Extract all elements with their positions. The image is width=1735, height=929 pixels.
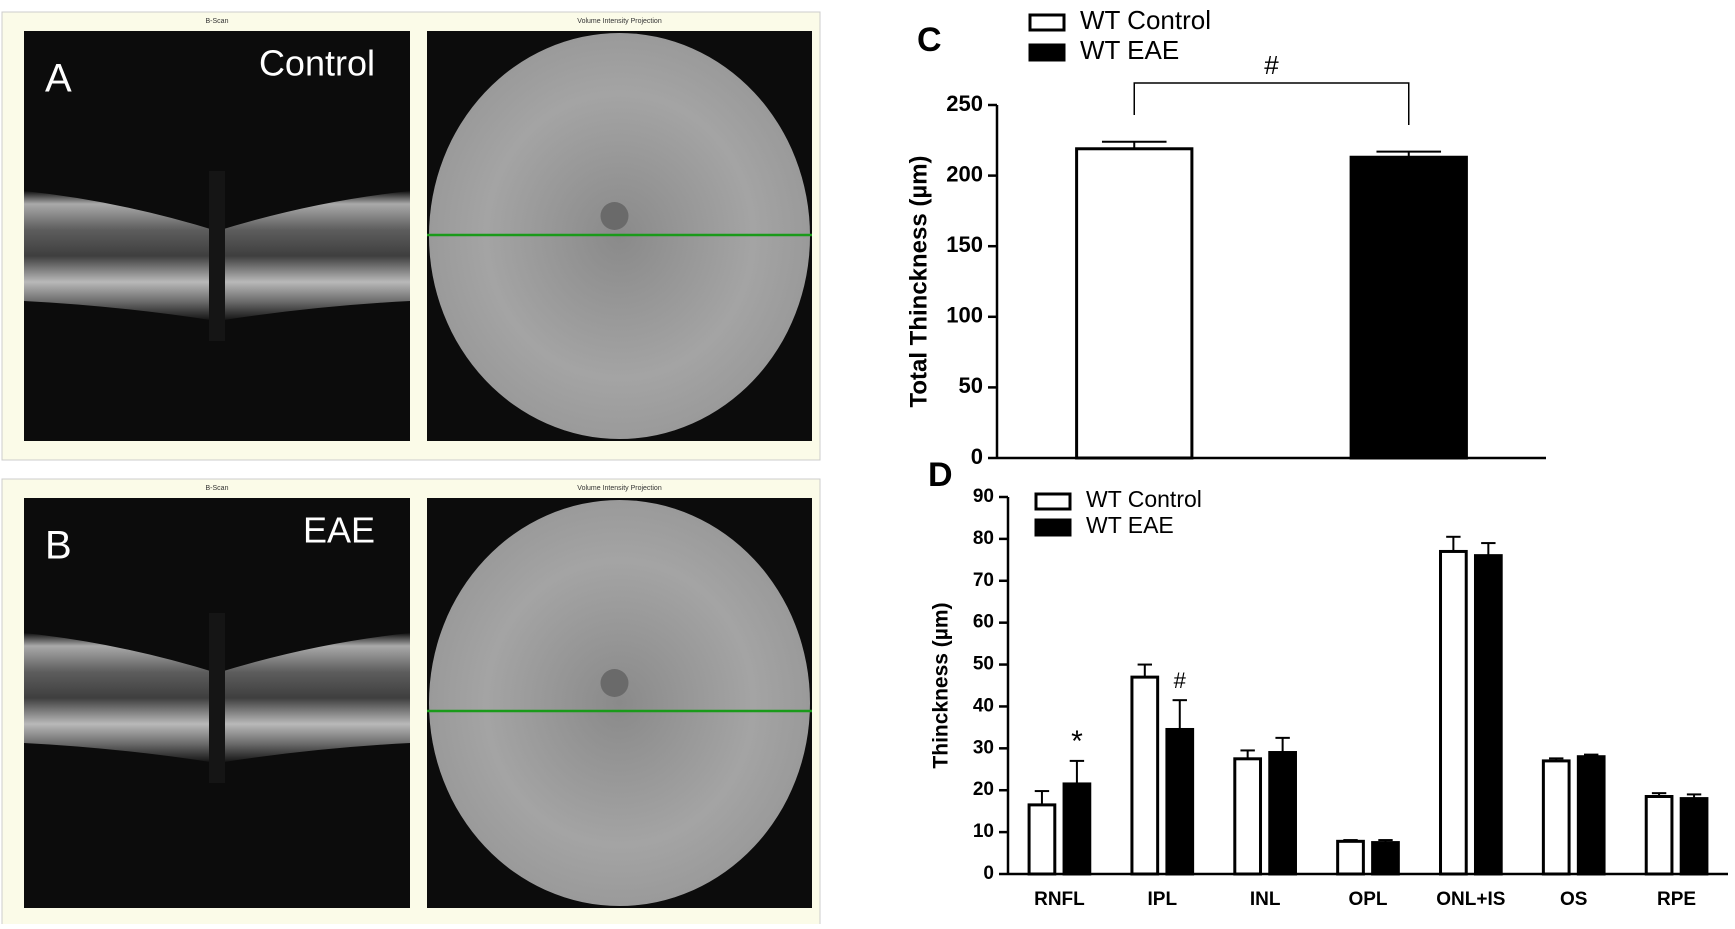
x-tick-label: RPE [1657,889,1696,910]
legend-swatch [1034,518,1072,537]
x-tick-label: IPL [1148,889,1178,910]
oct-panels: B-Scan A Control Volume Intensity Projectio… [1,11,821,928]
bar [1644,795,1674,876]
bar [1679,797,1709,876]
annotation: * [1071,725,1083,758]
y-axis-label: Thinckness (µm) [930,602,953,768]
annotation: # [1264,50,1279,80]
y-tick-label: 60 [973,612,994,633]
bar [1130,675,1160,876]
y-tick-label: 80 [973,528,994,549]
x-tick-label: OS [1560,889,1587,910]
bar [1336,839,1365,876]
panel-label: A [45,57,72,101]
legend-label: WT Control [1086,486,1202,512]
projection-title: Volume Intensity Projection [577,18,662,25]
bar-chart: D Thinckness (µm) 0 10 20 30 40 50 60 70 80 90 RNFL I… [928,456,1728,910]
legend-label: WT EAE [1080,35,1179,65]
annotation: # [1174,668,1187,693]
y-tick-label: 50 [973,654,994,675]
x-tick-label: INL [1250,889,1281,910]
optic-nerve-shadow [209,171,225,341]
y-tick-label: 50 [959,373,983,398]
y-axis-label: Total Thinckness (µm) [905,155,932,407]
y-tick-label: 10 [973,821,994,842]
legend-swatch [1034,492,1072,511]
y-tick-label: 200 [946,161,983,186]
bar [1439,549,1468,876]
bar [1075,147,1194,460]
bar [1473,554,1503,876]
bar [1541,759,1571,876]
panel-condition: EAE [303,510,375,551]
y-tick-label: 100 [946,303,983,328]
bar [1371,841,1400,876]
legend-label: WT EAE [1086,512,1174,538]
legend-label: WT Control [1080,5,1211,35]
y-tick-label: 0 [971,444,983,469]
y-tick-label: 70 [973,570,994,591]
x-tick-label: OPL [1348,889,1387,910]
y-tick-label: 20 [973,779,994,800]
y-tick-label: 40 [973,695,994,716]
bar [1165,727,1195,876]
panel-label: D [928,456,953,494]
bar [1576,755,1606,876]
x-tick-label: RNFL [1034,889,1085,910]
bar [1027,803,1057,876]
panel-condition: Control [259,43,375,84]
projection-title: Volume Intensity Projection [577,485,662,492]
bar [1233,757,1263,876]
bar [1349,155,1468,460]
y-tick-label: 150 [946,232,983,257]
y-tick-label: 30 [973,737,994,758]
optic-disc [600,669,629,697]
panel-label: B [45,524,72,568]
bscan-title: B-Scan [206,18,229,25]
optic-disc [600,202,629,230]
bscan-title: B-Scan [206,485,229,492]
bar [1062,782,1092,876]
legend-swatch [1028,13,1066,32]
y-tick-label: 250 [946,91,983,116]
significance-bracket [1133,82,1410,125]
fundus-disc [429,500,810,906]
y-tick-label: 0 [983,863,994,884]
x-tick-label: ONL+IS [1436,889,1505,910]
legend-swatch [1028,43,1066,62]
bar [1268,751,1297,876]
bar-chart: C Total Thinckness (µm) 0 50 100 150 200 250 WT … [905,5,1546,469]
optic-nerve-shadow [209,613,225,783]
y-tick-label: 90 [973,486,994,507]
panel-label: C [917,21,942,59]
